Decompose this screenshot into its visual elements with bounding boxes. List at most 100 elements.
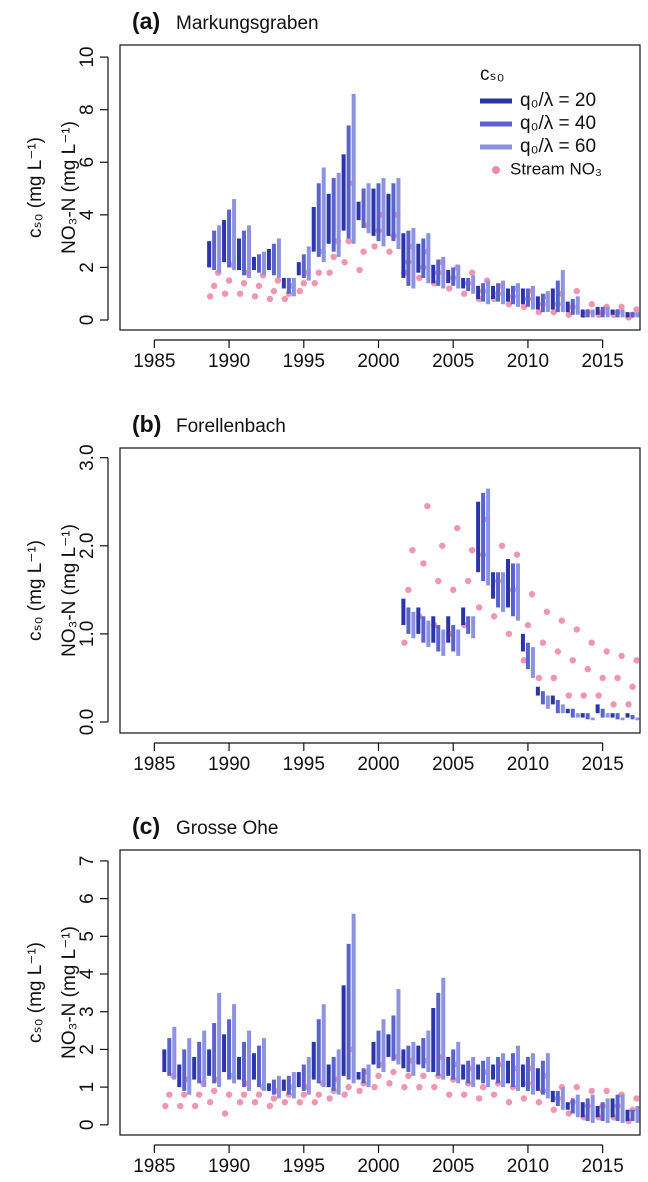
- range-bar: [501, 572, 506, 612]
- range-bar: [276, 238, 281, 278]
- legend-swatch: [492, 166, 500, 174]
- stream-point: [603, 1087, 610, 1095]
- range-bar: [575, 1094, 580, 1118]
- stream-point: [255, 1091, 263, 1098]
- x-tick-label: 2015: [582, 351, 624, 372]
- stream-point: [181, 1091, 188, 1098]
- stream-point: [166, 1091, 173, 1098]
- range-bar: [451, 267, 456, 286]
- stream-point: [177, 1102, 184, 1110]
- range-bar: [222, 220, 227, 263]
- range-bar: [326, 193, 331, 244]
- range-bar: [550, 695, 555, 705]
- stream-point: [550, 1106, 558, 1113]
- y-axis-label: NO₃-N (mg L⁻¹): [59, 121, 80, 254]
- y-tick-label: 0: [77, 315, 98, 326]
- range-bar: [351, 93, 356, 244]
- stream-point: [618, 303, 625, 311]
- range-bar: [306, 1056, 311, 1095]
- stream-point: [464, 577, 472, 585]
- range-bar: [481, 1060, 486, 1084]
- y-tick-label: 2: [77, 1044, 98, 1055]
- range-bar: [555, 280, 560, 313]
- stream-point: [210, 282, 218, 290]
- stream-point: [490, 1091, 498, 1098]
- range-bar: [610, 309, 615, 315]
- range-bar: [466, 1060, 471, 1084]
- stream-point: [420, 560, 427, 567]
- range-bar: [520, 1064, 525, 1088]
- y-tick-label: 3.0: [77, 444, 98, 470]
- range-bar: [202, 1030, 207, 1088]
- stream-point: [270, 1095, 278, 1102]
- stream-point: [386, 1080, 393, 1087]
- range-bar: [376, 1030, 381, 1069]
- stream-point: [405, 1072, 412, 1080]
- stream-point: [614, 674, 621, 682]
- range-bar: [207, 241, 212, 268]
- stream-point: [221, 290, 229, 297]
- range-bar: [575, 296, 580, 315]
- stream-point: [573, 287, 580, 295]
- range-bar: [396, 178, 401, 250]
- stream-point: [195, 1091, 203, 1098]
- range-bar: [486, 280, 491, 305]
- stream-point: [535, 1099, 543, 1106]
- stream-point: [266, 1102, 274, 1110]
- range-bar: [446, 616, 451, 643]
- range-bar: [436, 992, 441, 1076]
- stream-point: [450, 586, 457, 594]
- stream-point: [573, 1083, 580, 1091]
- legend-label: q₀/λ = 20: [520, 90, 596, 111]
- stream-point: [543, 608, 551, 616]
- x-tick-label: 2010: [507, 1156, 549, 1177]
- range-bar: [237, 238, 242, 271]
- range-bar: [356, 201, 361, 221]
- range-bar: [341, 985, 346, 1076]
- range-bar: [406, 607, 411, 634]
- range-bar: [560, 704, 565, 714]
- y-tick-label: 3: [77, 1006, 98, 1017]
- legend-title: cₛ₀: [480, 64, 504, 85]
- stream-point: [550, 674, 558, 682]
- range-bar: [620, 1094, 625, 1123]
- range-bar: [525, 288, 530, 307]
- range-bar: [466, 616, 471, 634]
- range-bar: [520, 288, 525, 305]
- stream-point: [386, 248, 393, 255]
- range-bar: [172, 1026, 177, 1080]
- plot-frame: [119, 849, 641, 1136]
- range-bar: [491, 572, 496, 599]
- range-bar: [391, 183, 396, 242]
- range-bar: [466, 277, 471, 292]
- range-bar: [625, 312, 630, 318]
- stream-point: [300, 1091, 307, 1098]
- range-bar: [535, 1068, 540, 1091]
- range-bar: [416, 1045, 421, 1065]
- range-bar: [396, 989, 401, 1065]
- range-bar: [505, 1060, 510, 1084]
- range-bar: [610, 713, 615, 718]
- range-bar: [471, 275, 476, 294]
- range-bar: [505, 288, 510, 302]
- range-bar: [421, 238, 426, 278]
- stream-point: [505, 301, 513, 308]
- plot-frame: [119, 447, 641, 734]
- stream-point: [633, 1095, 640, 1102]
- range-bar: [336, 172, 341, 257]
- range-bar: [555, 1090, 560, 1106]
- range-bar: [227, 1019, 232, 1080]
- stream-point: [371, 1083, 378, 1091]
- stream-point: [446, 1091, 453, 1098]
- range-bar: [595, 1105, 600, 1118]
- range-bar: [296, 1072, 301, 1088]
- stream-point: [270, 287, 278, 295]
- range-bar: [481, 283, 486, 302]
- stream-point: [446, 285, 453, 292]
- range-bar: [431, 616, 436, 643]
- range-bar: [525, 642, 530, 670]
- y-tick-label: 1: [77, 1082, 98, 1093]
- range-bar: [431, 1007, 436, 1073]
- range-bar: [371, 188, 376, 236]
- y-tick-label: 6: [77, 157, 98, 168]
